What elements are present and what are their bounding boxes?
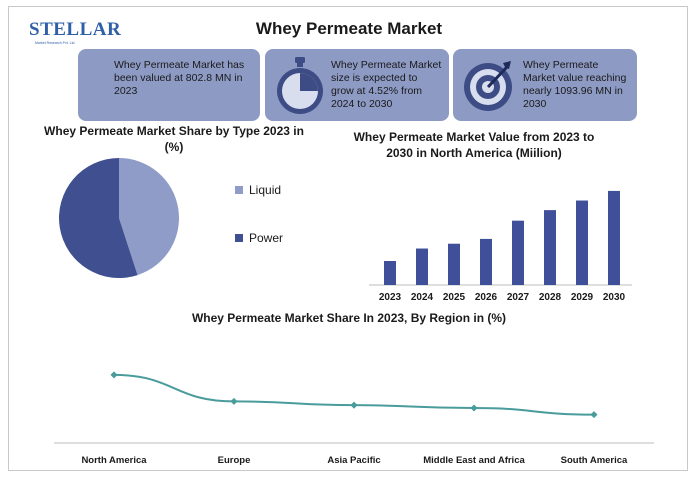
bar-chart: 2023 2024 2025 2026 2027 2028 2029 2030 [369,190,632,303]
line-point [110,371,118,379]
logo-text: STELLAR [29,19,122,40]
legend-swatch-power [235,234,243,242]
bar-2027 [512,220,524,285]
bar-tick-label: 2029 [571,292,594,303]
line-chart-title: Whey Permeate Market Share In 2023, By R… [191,311,507,325]
pie-chart-title: Whey Permeate Market Share by Type 2023 … [44,124,304,154]
info-card-growth: Whey Permeate Market size is expected to… [265,49,449,121]
stellar-logo: STELLAR Market Research Pvt. Ltd. [29,19,121,49]
legend-item-power: Power [235,231,283,245]
legend-label-liquid: Liquid [249,183,282,197]
legend-label-power: Power [249,231,284,245]
legend-swatch-liquid [235,186,243,194]
line-chart: North America Europe Asia Pacific Middle Ea… [54,371,654,466]
legend-item-liquid: Liquid [235,183,281,197]
bar-tick-label: 2026 [475,292,498,303]
bar-2026 [480,238,492,285]
line-tick-label: Europe [218,455,251,466]
line-point [470,404,478,412]
bar-2025 [448,243,460,285]
bar-tick-label: 2024 [411,292,434,303]
line-tick-label: Asia Pacific [327,455,380,466]
info-card-text: Whey Permeate Market has been valued at … [114,59,245,97]
bar-tick-label: 2023 [379,292,402,303]
bar-2030 [608,190,620,285]
bar-chart-title: Whey Permeate Market Value from 2023 to … [353,130,595,160]
bar-tick-label: 2027 [507,292,530,303]
line-tick-label: North America [81,455,147,466]
infographic-frame: STELLAR Market Research Pvt. Ltd. Whey P… [8,6,688,471]
stopwatch-icon [277,57,323,114]
page-title: Whey Permeate Market [255,19,443,38]
line-tick-label: Middle East and Africa [423,455,525,466]
bar-tick-label: 2028 [539,292,562,303]
info-card-text: Whey Permeate Market value reaching near… [523,59,627,110]
info-card-valuation: Whey Permeate Market has been valued at … [78,49,260,121]
info-card-text: Whey Permeate Market size is expected to… [331,59,442,110]
line-tick-label: South America [561,455,628,466]
bar-tick-label: 2030 [603,292,626,303]
bar-2024 [416,248,428,285]
bar-2028 [544,210,556,285]
bar-tick-label: 2025 [443,292,466,303]
line-point [350,401,358,409]
line-point [590,411,598,419]
bar-2029 [576,200,588,285]
target-icon [464,61,512,111]
info-card-forecast: Whey Permeate Market value reaching near… [453,49,637,121]
pie-slice-power [59,158,138,278]
pie-slice-liquid [119,158,180,276]
pie-chart [59,158,180,278]
line-point [230,397,238,405]
bar-2023 [384,261,396,285]
logo-tagline: Market Research Pvt. Ltd. [35,41,76,45]
